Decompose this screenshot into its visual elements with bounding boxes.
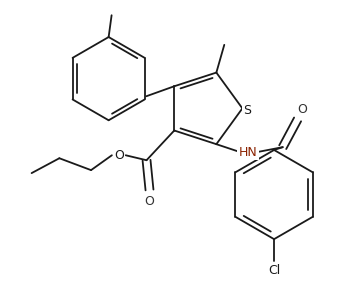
Text: O: O xyxy=(298,103,307,116)
Text: O: O xyxy=(145,195,154,208)
Text: S: S xyxy=(243,104,251,117)
Text: O: O xyxy=(114,149,124,162)
Text: Cl: Cl xyxy=(268,264,280,277)
Text: HN: HN xyxy=(239,146,257,159)
